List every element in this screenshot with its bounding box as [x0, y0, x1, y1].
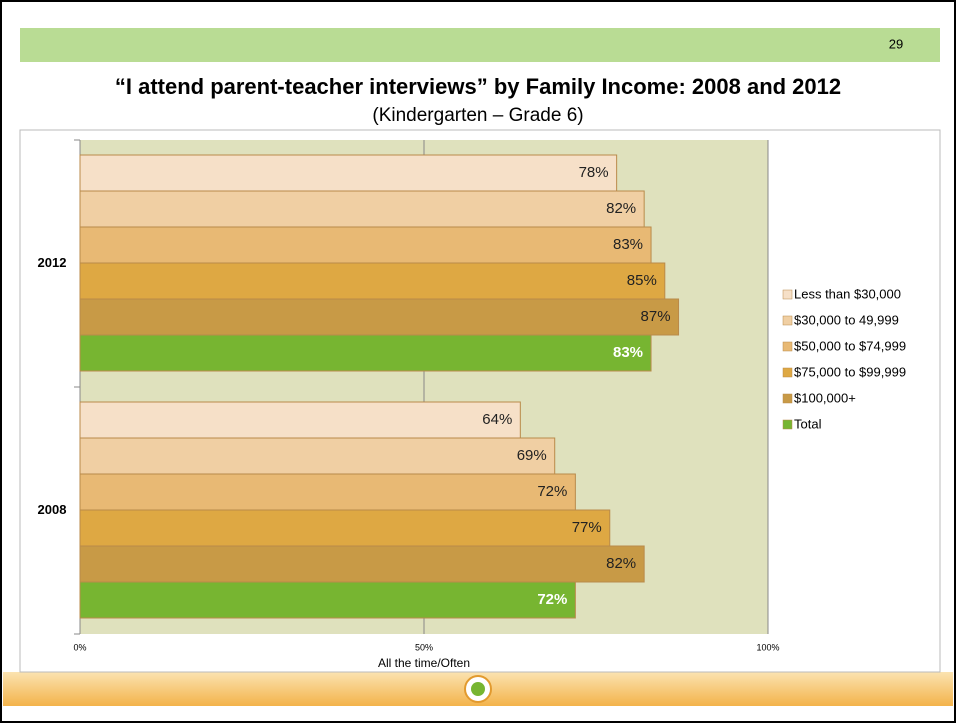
- logo-mark: [471, 682, 485, 696]
- data-label: 78%: [579, 164, 609, 181]
- legend-swatch: [782, 315, 793, 326]
- data-label: 83%: [613, 344, 643, 361]
- bar: [79, 581, 576, 619]
- bar: [79, 545, 645, 583]
- data-label: 77%: [572, 519, 602, 536]
- data-label: 69%: [517, 447, 547, 464]
- data-label: 85%: [627, 272, 657, 289]
- legend-label: $75,000 to $99,999: [794, 364, 906, 379]
- page-number: 29: [889, 36, 903, 51]
- bar: [79, 154, 618, 192]
- legend-swatch: [782, 367, 793, 378]
- bar: [79, 190, 645, 228]
- bar: [79, 401, 521, 439]
- data-label: 72%: [537, 591, 567, 608]
- legend-label: Less than $30,000: [794, 286, 901, 301]
- data-label: 72%: [537, 483, 567, 500]
- legend-swatch: [782, 393, 793, 404]
- bar: [79, 509, 611, 547]
- chart-subtitle: (Kindergarten – Grade 6): [372, 105, 583, 126]
- data-label: 87%: [641, 308, 671, 325]
- x-axis-label: All the time/Often: [378, 656, 470, 670]
- bar: [79, 334, 652, 372]
- data-label: 83%: [613, 236, 643, 253]
- bar: [79, 473, 576, 511]
- x-tick-label: 50%: [415, 642, 433, 652]
- y-tick-label: 2008: [38, 502, 67, 517]
- bar: [79, 226, 652, 264]
- data-label: 82%: [606, 555, 636, 572]
- chart-title: “I attend parent-teacher interviews” by …: [115, 74, 841, 99]
- x-tick-label: 0%: [73, 642, 86, 652]
- legend-label: Total: [794, 416, 822, 431]
- legend-swatch: [782, 289, 793, 300]
- legend-swatch: [782, 419, 793, 430]
- bar: [79, 437, 556, 475]
- x-tick-label: 100%: [756, 642, 779, 652]
- legend-swatch: [782, 341, 793, 352]
- bar: [79, 262, 666, 300]
- data-label: 64%: [482, 411, 512, 428]
- header-band: [20, 28, 940, 62]
- bar: [79, 298, 680, 336]
- legend-label: $50,000 to $74,999: [794, 338, 906, 353]
- legend-label: $100,000+: [794, 390, 856, 405]
- legend-label: $30,000 to 49,999: [794, 312, 899, 327]
- y-tick-label: 2012: [38, 255, 67, 270]
- data-label: 82%: [606, 200, 636, 217]
